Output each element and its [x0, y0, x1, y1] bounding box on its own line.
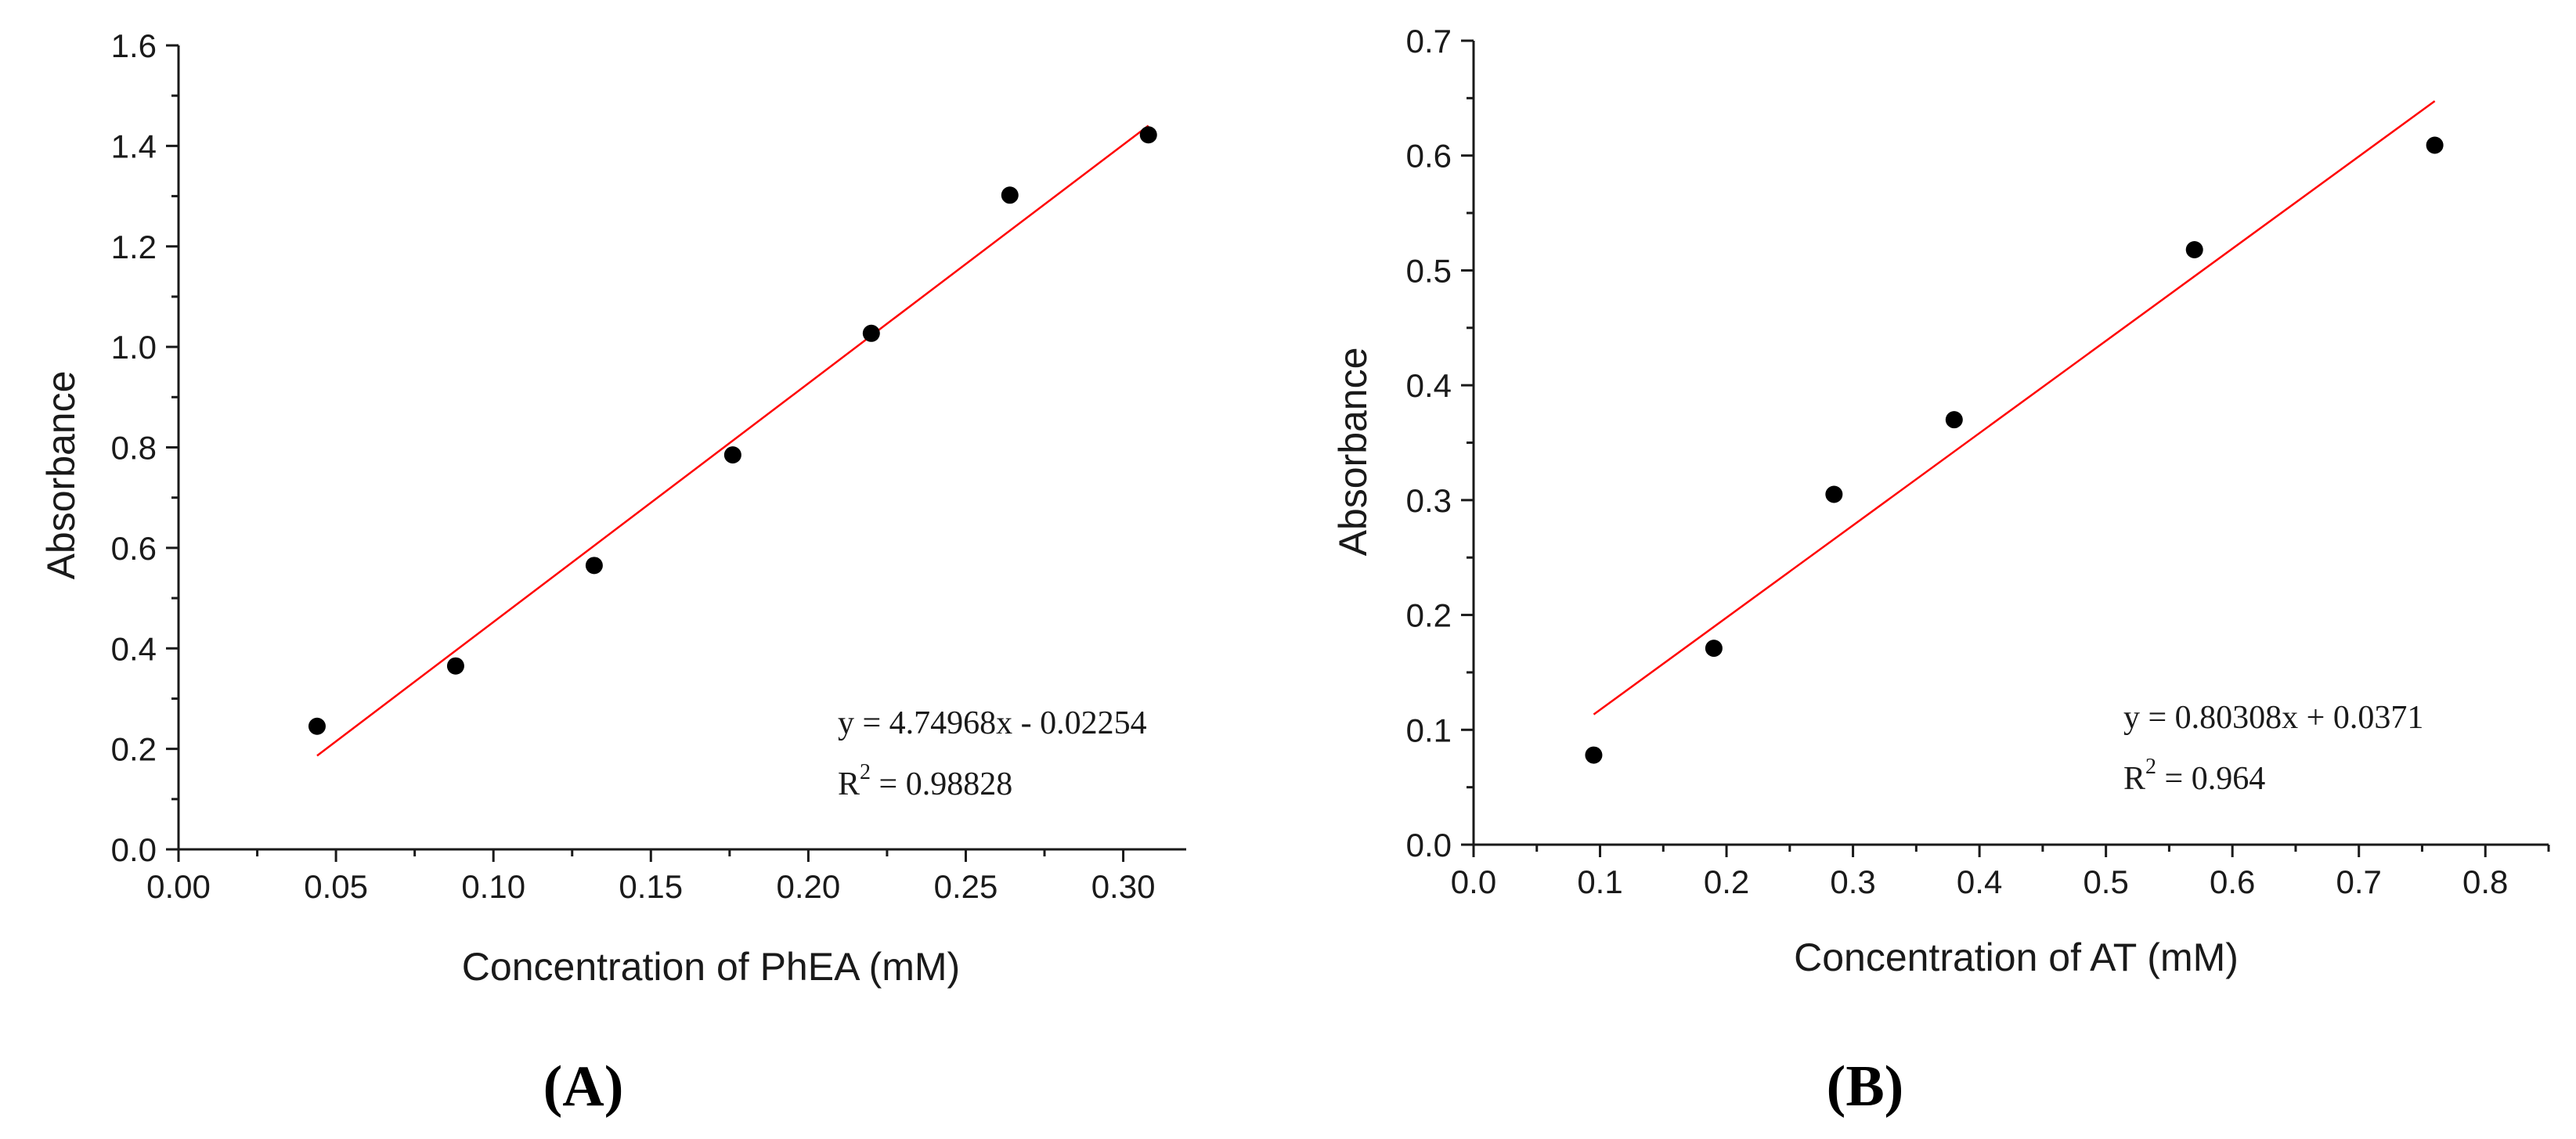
chart-a-x-tick-label: 0.10 — [461, 868, 525, 905]
chart-a-y-tick-label: 0.8 — [111, 430, 157, 467]
chart-b-axes: 0.0 0.1 0.2 0.3 0.4 0.5 0.6 0.7 0.8 0.0 0.1 0.2 0.3 0… — [1406, 23, 2550, 900]
chart-b-data-point — [2426, 136, 2444, 154]
chart-a-points-group — [308, 126, 1157, 735]
chart-b-x-tick-label: 0.7 — [2336, 863, 2382, 900]
chart-panel-b: 0.0 0.1 0.2 0.3 0.4 0.5 0.6 0.7 0.8 0.0 0.1 0.2 0.3 0… — [1331, 23, 2550, 1119]
chart-a-x-tick-label: 0.25 — [934, 868, 998, 905]
chart-a-data-point — [1139, 126, 1157, 144]
chart-a-data-point — [1001, 186, 1019, 204]
chart-b-y-tick-label: 0.3 — [1406, 482, 1452, 519]
chart-a-y-axis-title: Absorbance — [39, 371, 83, 580]
chart-a-x-tick-label: 0.05 — [304, 868, 368, 905]
chart-b-y-tick-label: 0.2 — [1406, 597, 1452, 634]
chart-b-y-tick-label: 0.5 — [1406, 252, 1452, 289]
chart-a-x-tick-label: 0.00 — [146, 868, 211, 905]
chart-b-y-tick-label: 0.1 — [1406, 712, 1452, 748]
chart-a-y-tick-label: 1.4 — [111, 128, 157, 164]
chart-a-data-point — [862, 324, 880, 342]
chart-a-data-point — [446, 657, 464, 675]
chart-a-data-point — [585, 557, 603, 575]
chart-b-y-tick-label: 0.0 — [1406, 827, 1452, 863]
chart-a-x-tick-label: 0.20 — [777, 868, 841, 905]
chart-a-y-tick-label: 0.2 — [111, 731, 157, 768]
chart-b-x-tick-label: 0.4 — [1957, 863, 2002, 900]
chart-a-r-squared-prefix: R — [838, 766, 860, 802]
chart-b-data-point — [1585, 746, 1603, 764]
chart-b-panel-label: (B) — [1827, 1054, 1904, 1119]
chart-b-data-point — [1945, 411, 1963, 429]
chart-panel-a: 0.00 0.05 0.10 0.15 0.20 0.25 0.30 0.0 0.2 0.4 0.6… — [39, 27, 1186, 1119]
chart-b-data-point — [2185, 241, 2203, 259]
chart-b-r-squared-prefix: R — [2123, 761, 2145, 797]
chart-a-y-tick-label: 1.0 — [111, 329, 157, 366]
chart-b-y-tick-label: 0.6 — [1406, 138, 1452, 175]
chart-a-r-squared: R2 = 0.98828 — [838, 760, 1012, 802]
chart-b-fit-line — [1593, 100, 2436, 715]
chart-a-y-tick-label: 1.6 — [111, 27, 157, 64]
chart-b-y-tick-label: 0.4 — [1406, 367, 1452, 404]
chart-a-x-tick-label: 0.15 — [619, 868, 683, 905]
chart-b-y-axis-title: Absorbance — [1331, 348, 1375, 557]
chart-b-x-tick-label: 0.6 — [2210, 863, 2255, 900]
chart-b-equation: y = 0.80308x + 0.0371 — [2123, 700, 2423, 736]
chart-b-data-point — [1825, 485, 1843, 503]
chart-a-equation: y = 4.74968x - 0.02254 — [838, 705, 1147, 741]
chart-b-x-tick-label: 0.5 — [2083, 863, 2128, 900]
chart-b-data-point — [1705, 640, 1723, 658]
chart-b-y-tick-label: 0.7 — [1406, 23, 1452, 59]
chart-a-y-tick-label: 0.6 — [111, 530, 157, 567]
chart-a-x-tick-label: 0.30 — [1091, 868, 1156, 905]
chart-a-r-squared-value: = 0.98828 — [871, 766, 1012, 802]
chart-a-y-tick-label: 0.0 — [111, 831, 157, 868]
chart-b-x-tick-label: 0.2 — [1704, 863, 1749, 900]
chart-a-fit-line — [316, 124, 1149, 757]
chart-b-x-tick-label: 0.3 — [1830, 863, 1875, 900]
chart-a-r-squared-sup: 2 — [860, 760, 871, 784]
chart-b-r-squared-value: = 0.964 — [2156, 761, 2265, 797]
chart-b-x-axis-title: Concentration of AT (mM) — [1794, 935, 2239, 979]
chart-b-points-group — [1585, 136, 2444, 764]
chart-b-r-squared: R2 = 0.964 — [2123, 755, 2265, 797]
chart-b-x-tick-label: 0.8 — [2462, 863, 2508, 900]
chart-a-panel-label: (A) — [543, 1054, 624, 1119]
chart-a-data-point — [723, 446, 741, 464]
chart-a-y-tick-label: 0.4 — [111, 630, 157, 667]
chart-a-y-tick-label: 1.2 — [111, 229, 157, 265]
chart-b-r-squared-sup: 2 — [2145, 755, 2156, 779]
chart-a-data-point — [308, 717, 326, 735]
chart-a-fit-group — [316, 124, 1149, 757]
chart-a-x-axis-title: Concentration of PhEA (mM) — [462, 945, 960, 989]
chart-b-x-tick-label: 0.1 — [1577, 863, 1622, 900]
chart-b-fit-group — [1593, 100, 2436, 715]
chart-b-x-tick-label: 0.0 — [1451, 863, 1496, 900]
chart-a-axes: 0.00 0.05 0.10 0.15 0.20 0.25 0.30 0.0 0.2 0.4 0.6… — [111, 27, 1186, 905]
